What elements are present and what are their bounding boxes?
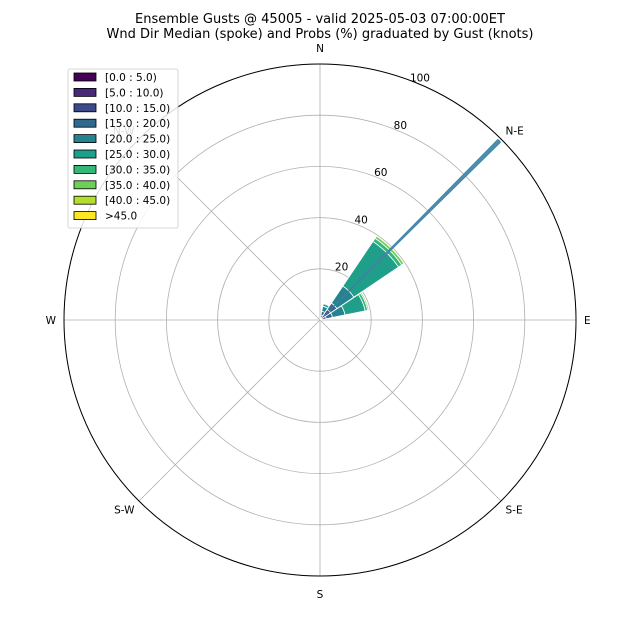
radial-tick-label: 60 [374, 167, 387, 179]
direction-label-w: W [46, 315, 57, 327]
chart-subtitle: Wnd Dir Median (spoke) and Probs (%) gra… [107, 27, 534, 42]
sector-bar-45-bin-7 [374, 235, 405, 266]
legend-swatch [73, 180, 97, 190]
direction-label-n: N [316, 43, 324, 55]
sector-bar-67.5-bin-7 [359, 291, 370, 311]
legend-label: [15.0 : 20.0) [105, 118, 170, 130]
angular-grid-line [138, 319, 321, 502]
direction-label-s-e: S-E [506, 505, 523, 517]
legend-swatch [73, 72, 97, 82]
median-direction-spoke [322, 138, 502, 318]
legend-label: [30.0 : 35.0) [105, 164, 170, 176]
radial-tick-label: 20 [335, 262, 348, 274]
legend-label: [25.0 : 30.0) [105, 149, 170, 161]
legend-swatch [73, 149, 97, 159]
legend-swatch [73, 164, 97, 174]
direction-label-e: E [584, 315, 591, 327]
legend-swatch [73, 103, 97, 113]
legend-swatch [73, 118, 97, 128]
legend-swatch [73, 88, 97, 97]
direction-label-n-e: N-E [506, 125, 524, 137]
chart-title: Ensemble Gusts @ 45005 - valid 2025-05-0… [135, 12, 505, 27]
angular-grid-line [319, 319, 502, 502]
direction-label-s-w: S-W [114, 505, 135, 517]
legend: [0.0 : 5.0) [5.0 : 10.0) [10.0 : 15.0) [15.… [67, 68, 179, 229]
legend-swatch [73, 211, 97, 221]
polar-frame [63, 63, 577, 577]
legend-label: [35.0 : 40.0) [105, 180, 170, 192]
legend-swatch [73, 195, 97, 205]
legend-label: [40.0 : 45.0) [105, 195, 170, 207]
radial-tick-label: 40 [354, 214, 367, 226]
legend-label: >45.0 [105, 211, 137, 223]
radial-tick-label: 100 [410, 72, 430, 84]
legend-swatch [73, 134, 97, 144]
legend-label: [5.0 : 10.0) [105, 87, 163, 99]
legend-label: [20.0 : 25.0) [105, 134, 170, 146]
radial-tick-label: 80 [394, 120, 407, 132]
legend-label: [0.0 : 5.0) [105, 72, 157, 84]
direction-label-s: S [317, 589, 324, 601]
legend-label: [10.0 : 15.0) [105, 103, 170, 115]
